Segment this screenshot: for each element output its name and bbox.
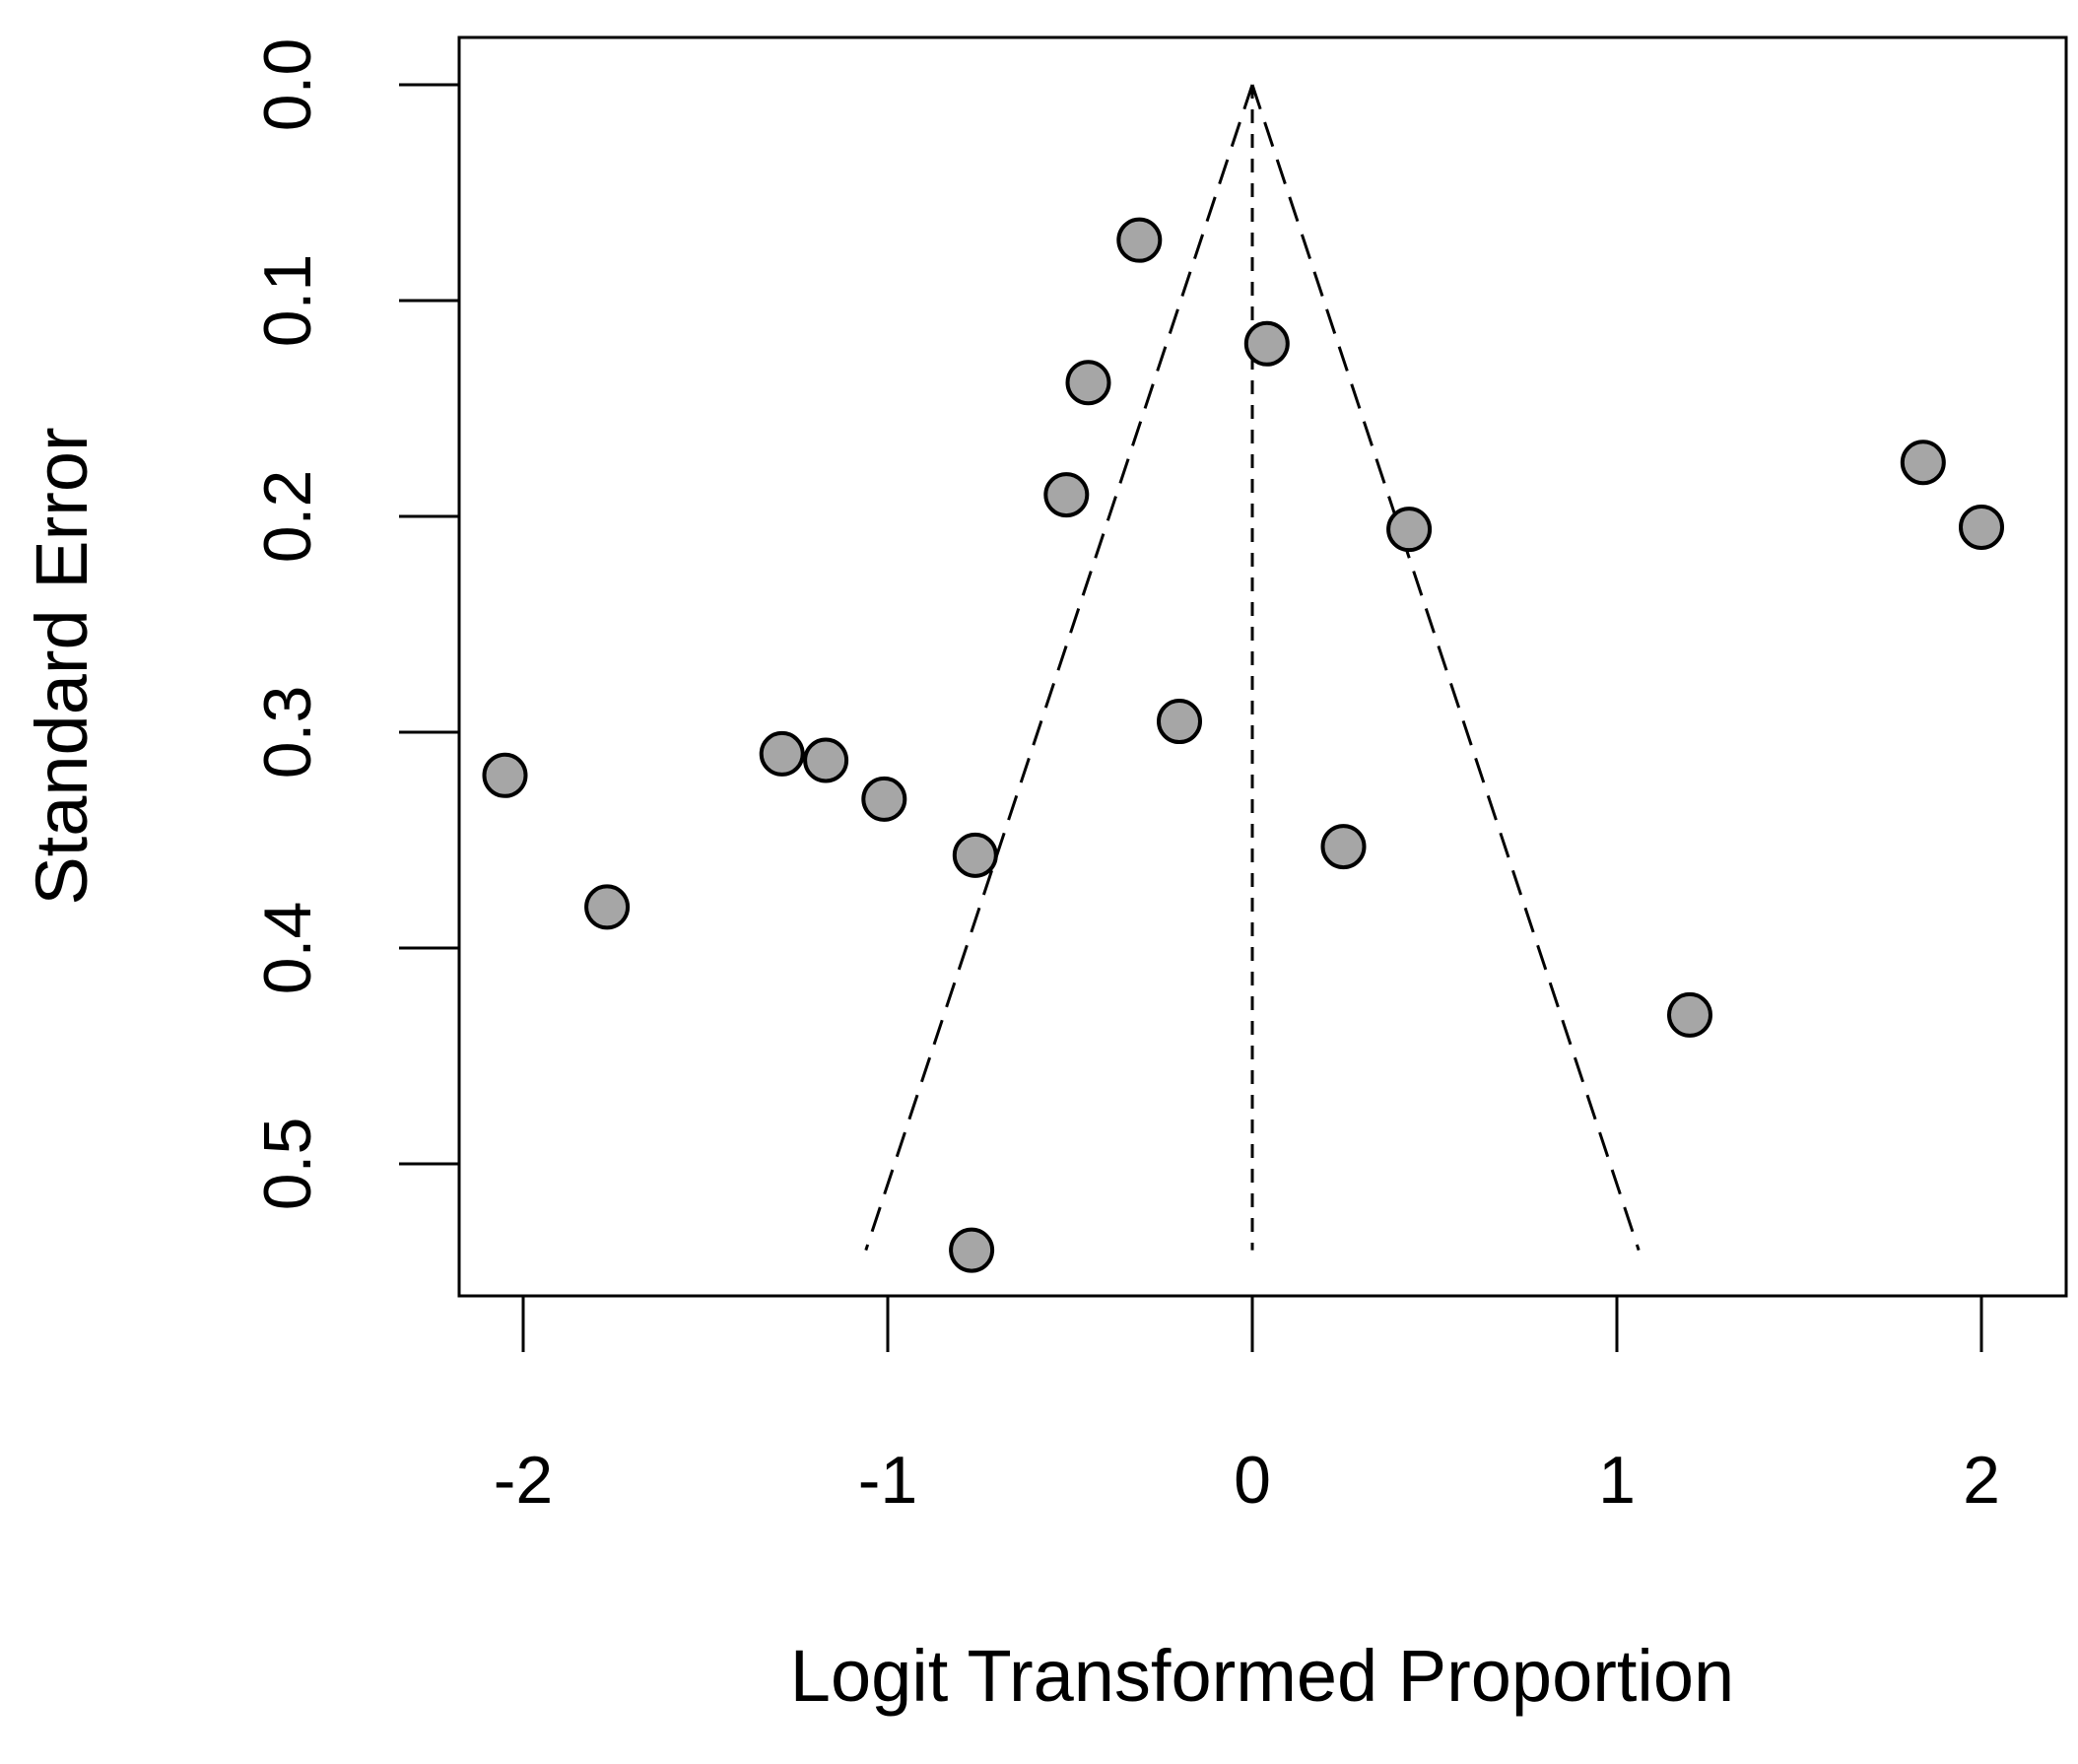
y-axis: 0.0 0.1 0.2 0.3 0.4 0.5 (250, 38, 461, 1211)
data-point (949, 1227, 995, 1273)
y-tick-label: 0.4 (250, 902, 325, 995)
y-axis-title: Standard Error (21, 427, 102, 905)
plot-frame (457, 35, 2068, 1298)
data-point (1116, 217, 1163, 263)
data-points (482, 217, 2004, 1273)
data-point (1157, 699, 1202, 745)
data-point (803, 737, 849, 783)
data-point (1386, 507, 1433, 553)
funnel-left-line (864, 84, 1254, 1252)
data-point (952, 832, 998, 878)
data-point (1667, 991, 1712, 1038)
x-axis: -2 -1 0 1 2 (494, 1294, 2000, 1518)
data-point (1243, 320, 1290, 367)
x-tick-label: -1 (858, 1443, 917, 1518)
x-tick-label: 2 (1963, 1443, 2000, 1518)
y-tick-label: 0.5 (250, 1118, 325, 1211)
funnel-lines (864, 84, 1641, 1252)
data-point (584, 884, 631, 930)
data-point (482, 752, 528, 798)
funnel-right-line (1250, 84, 1641, 1252)
x-tick-label: -2 (494, 1443, 553, 1518)
x-tick-label: 1 (1598, 1443, 1636, 1518)
x-axis-title: Logit Transformed Proportion (790, 1635, 1734, 1717)
y-tick-label: 0.3 (250, 686, 325, 780)
data-point (861, 776, 907, 822)
data-point (759, 730, 805, 777)
data-point (1320, 824, 1367, 870)
data-point (1959, 504, 2004, 550)
data-point (1900, 440, 1946, 486)
x-tick-label: 0 (1234, 1443, 1271, 1518)
y-tick-label: 0.2 (250, 470, 325, 564)
data-point (1065, 360, 1111, 406)
y-tick-label: 0.0 (250, 38, 325, 132)
data-point (1043, 472, 1090, 518)
y-tick-label: 0.1 (250, 254, 325, 348)
